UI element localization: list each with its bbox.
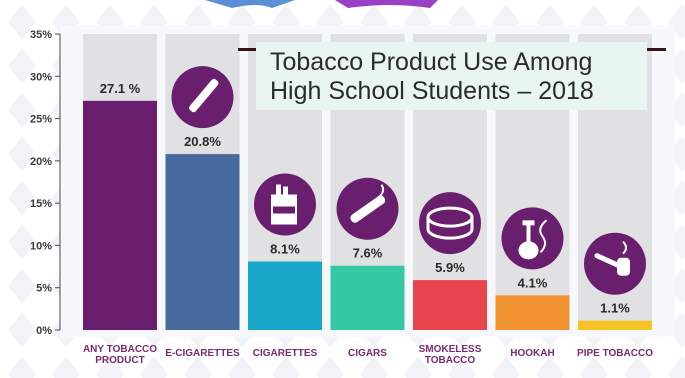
- y-tick-label: 35%: [30, 29, 52, 41]
- bar: [83, 101, 157, 330]
- e-cigarette-icon: [172, 66, 234, 128]
- pack-cigarette: [276, 184, 281, 195]
- cigarette-pack-icon: [254, 173, 316, 235]
- hookah-stem: [527, 224, 531, 244]
- data-label: 27.1 %: [100, 81, 141, 96]
- data-label: 8.1%: [270, 241, 300, 256]
- bar: [413, 280, 487, 330]
- bar: [248, 261, 322, 330]
- hookah-bowl: [523, 220, 535, 225]
- data-label: 5.9%: [435, 260, 465, 275]
- x-tick-label: PIPE TOBACCO: [577, 348, 653, 359]
- hookah-icon: [502, 207, 564, 269]
- pack-band: [273, 206, 295, 213]
- chart-title-line-1: Tobacco Product Use Among: [270, 48, 633, 77]
- x-tick-label: ANY TOBACCO: [83, 344, 157, 355]
- data-label: 20.8%: [184, 134, 221, 149]
- chart-title-line-2: High School Students – 2018: [270, 77, 633, 106]
- bar: [166, 154, 240, 330]
- x-tick-label: TOBACCO: [425, 355, 476, 366]
- x-tick-label: HOOKAH: [510, 348, 554, 359]
- x-tick-label: PRODUCT: [95, 355, 144, 366]
- bar-group: 20.8%: [166, 34, 240, 330]
- y-tick-label: 20%: [30, 156, 52, 168]
- x-tick-label: CIGARS: [348, 348, 387, 359]
- y-tick-label: 15%: [30, 198, 52, 210]
- cigar-icon: [337, 178, 399, 240]
- title-dash-left: [238, 48, 258, 51]
- title-dash-right: [646, 48, 666, 51]
- y-tick-label: 25%: [30, 114, 52, 126]
- bar: [578, 321, 652, 330]
- y-tick-label: 10%: [30, 240, 52, 252]
- icon-circle: [502, 207, 564, 269]
- data-label: 1.1%: [600, 301, 630, 316]
- pipe-bowl: [617, 258, 630, 276]
- x-tick-label: E-CIGARETTES: [165, 348, 240, 359]
- bar: [331, 266, 405, 330]
- bar-group: 27.1 %: [83, 34, 157, 330]
- pipe-icon: [584, 233, 646, 295]
- pack-cigarette: [283, 186, 288, 195]
- chart-title: Tobacco Product Use Among High School St…: [256, 42, 647, 110]
- x-tick-label: SMOKELESS: [419, 344, 482, 355]
- x-tick-label: CIGARETTES: [253, 348, 318, 359]
- y-tick-label: 0%: [36, 325, 52, 337]
- data-label: 7.6%: [353, 246, 383, 261]
- bar: [496, 295, 570, 330]
- smokeless-tobacco-tin-icon: [419, 192, 481, 254]
- y-tick-label: 30%: [30, 71, 52, 83]
- y-tick-label: 5%: [36, 283, 52, 295]
- data-label: 4.1%: [518, 275, 548, 290]
